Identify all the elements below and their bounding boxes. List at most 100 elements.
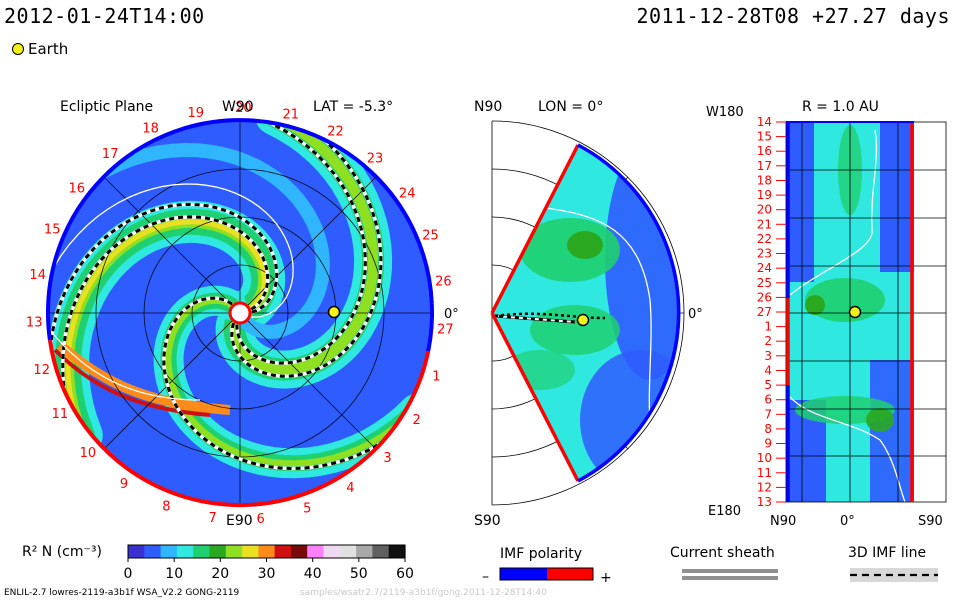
radial-y-tick-label: 27 <box>757 305 772 319</box>
colorbar-tick-label: 0 <box>124 566 133 582</box>
ecliptic-zero-label: 0° <box>444 307 459 322</box>
meridional-panel: N90 LON = 0° S90 0° <box>474 99 703 529</box>
radial-y-tick-label: 20 <box>757 203 772 217</box>
spiral-band <box>85 142 330 339</box>
colorbar-segment <box>290 545 308 558</box>
w90-label: W90 <box>222 99 254 115</box>
e180-label: E180 <box>708 504 741 519</box>
footer-right: samples/wsatr2.7/2119-a3b1f/gong.2011-12… <box>300 588 547 598</box>
colorbar-tick-label: 50 <box>350 566 368 582</box>
radial-y-tick-label: 14 <box>757 115 772 129</box>
imf-polarity-title: IMF polarity <box>500 546 582 562</box>
polarity-rim-arc <box>426 303 435 352</box>
spiral-band <box>229 121 379 375</box>
radial-y-tick-label: 17 <box>757 159 772 173</box>
radial-y-tick-label: 8 <box>764 422 772 436</box>
ecliptic-plane-panel: 20 21222324252627123456789101112131415161… <box>26 99 459 529</box>
carrington-tick-label: 21 <box>283 107 300 122</box>
timestamp-right: 2011-12-28T08 +27.27 days <box>636 4 950 28</box>
colorbar-segment <box>209 545 227 558</box>
imf-3d-line <box>61 215 270 420</box>
earth-marker-meridional <box>576 313 590 327</box>
radial-y-tick-label: 23 <box>757 247 772 261</box>
radial-y-tick-label: 5 <box>764 378 772 392</box>
imf-positive-swatch <box>547 568 593 580</box>
carrington-tick-label: 23 <box>367 151 384 166</box>
colorbar-segment <box>176 545 194 558</box>
radial-y-tick-label: 7 <box>764 407 772 421</box>
colorbar-segment <box>128 545 145 558</box>
colorbar-segment <box>323 545 341 558</box>
radial-y-tick-label: 10 <box>757 451 772 465</box>
radial-y-tick-label: 22 <box>757 232 772 246</box>
colorbar-tick-label: 30 <box>258 566 276 582</box>
timestamp-left: 2012-01-24T14:00 <box>4 4 205 28</box>
radial-x-tick-label: S90 <box>918 514 943 529</box>
sector-boundary-line <box>48 183 294 318</box>
carrington-tick-label: 7 <box>209 511 217 526</box>
imf-polarity-legend: IMF polarity – + <box>482 546 612 586</box>
carrington-tick-label: 10 <box>80 446 97 461</box>
current-sheath-title: Current sheath <box>670 545 775 561</box>
radial-y-tick-label: 2 <box>764 334 772 348</box>
colorbar-segment <box>339 545 357 558</box>
density-streak-core <box>53 348 211 417</box>
ecliptic-title: Ecliptic Plane <box>60 99 153 115</box>
carrington-tick-label: 19 <box>188 106 205 121</box>
carrington-tick-label: 4 <box>346 481 354 496</box>
carrington-tick-label: 15 <box>44 222 61 237</box>
s90-label: S90 <box>474 513 501 529</box>
carrington-tick-label: 3 <box>383 451 391 466</box>
earth-legend-icon <box>12 43 24 55</box>
imf-3d-line <box>230 121 383 378</box>
carrington-tick-label: 8 <box>162 499 170 514</box>
radial-x-tick-label: 0° <box>840 514 855 529</box>
radial-y-tick-label: 6 <box>764 393 772 407</box>
carrington-tick-label: 14 <box>29 268 46 283</box>
radial-y-tick-label: 21 <box>757 217 772 231</box>
colorbar-segment <box>307 545 325 558</box>
colorbar: R² N (cm⁻³) 0 10 20 30 40 50 60 <box>22 544 414 582</box>
carrington-tick-label: 5 <box>303 502 311 517</box>
imf-3d-title: 3D IMF line <box>848 545 926 561</box>
radial-x-tick-label: N90 <box>770 514 796 529</box>
carrington-tick-label: 25 <box>422 229 439 244</box>
carrington-tick-label: 18 <box>142 121 159 136</box>
colorbar-segment <box>258 545 276 558</box>
imf-minus-label: – <box>482 569 489 585</box>
polarity-rim-arc <box>45 118 434 314</box>
polarity-rim-arc <box>45 312 52 341</box>
radial-y-tick-label: 24 <box>757 261 772 275</box>
carrington-tick-label: 27 <box>437 322 454 337</box>
meridional-zero-label: 0° <box>688 307 703 322</box>
colorbar-segment <box>144 545 162 558</box>
carrington-tick-label: 2 <box>413 413 421 428</box>
radial-y-tick-label: 9 <box>764 437 772 451</box>
radial-y-tick-label: 13 <box>757 495 772 509</box>
imf-3d-line <box>235 121 367 365</box>
colorbar-segment <box>242 545 259 558</box>
footer-left: ENLIL-2.7 lowres-2119-a3b1f WSA_V2.2 GON… <box>4 588 240 598</box>
carrington-tick-label: 1 <box>432 369 440 384</box>
e90-label: E90 <box>226 513 253 529</box>
colorbar-segment <box>225 545 243 558</box>
imf-negative-swatch <box>500 568 547 580</box>
carrington-tick-label: 11 <box>52 407 69 422</box>
current-sheath-swatch <box>682 569 778 573</box>
radial-y-tick-label: 16 <box>757 144 772 158</box>
carrington-tick-label: 20 <box>235 101 252 116</box>
colorbar-label: R² N (cm⁻³) <box>22 544 102 560</box>
carrington-tick-label: 17 <box>102 147 119 162</box>
radial-y-tick-label: 26 <box>757 290 772 304</box>
earth-marker-radial <box>848 305 862 319</box>
density-streak <box>56 341 231 415</box>
imf-3d-line <box>162 296 406 471</box>
colorbar-segment <box>193 545 211 558</box>
radial-y-tick-label: 18 <box>757 174 772 188</box>
radial-y-tick-label: 12 <box>757 480 772 494</box>
radial-y-tick-label: 11 <box>757 466 772 480</box>
colorbar-tick-label: 10 <box>165 566 183 582</box>
radial-y-tick-label: 4 <box>764 364 772 378</box>
colorbar-segment <box>372 545 390 558</box>
radial-panel: 1415161718192021222324252627123456789101… <box>706 99 947 529</box>
